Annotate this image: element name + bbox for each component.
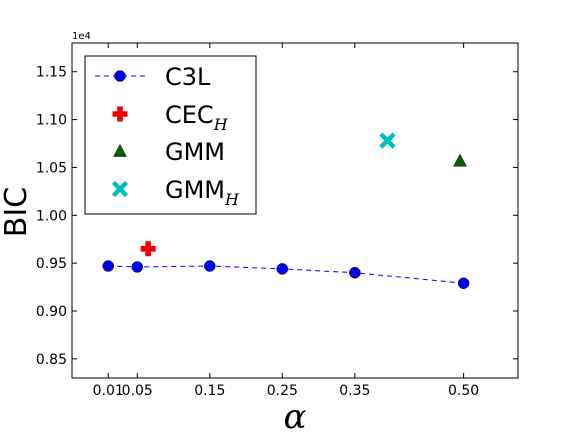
legend-box bbox=[84, 55, 257, 215]
legend-marker bbox=[114, 70, 126, 82]
y-tick-label: 0.85 bbox=[36, 352, 67, 368]
data-point bbox=[457, 277, 470, 289]
y-tick-label: 1.00 bbox=[36, 208, 67, 224]
data-point bbox=[131, 261, 144, 273]
x-tick-label: 0.25 bbox=[267, 383, 298, 399]
series-line bbox=[108, 265, 464, 284]
legend-marker bbox=[111, 180, 129, 198]
legend-marker bbox=[113, 143, 127, 157]
x-tick-label: 0.50 bbox=[448, 383, 479, 399]
data-point bbox=[349, 266, 361, 279]
y-tick-label: 1.05 bbox=[36, 160, 67, 176]
data-point bbox=[379, 132, 396, 149]
x-tick-label: 0.35 bbox=[339, 383, 370, 399]
series-0 bbox=[102, 260, 470, 289]
x-tick-label: 0.15 bbox=[194, 383, 225, 399]
legend-entry: C3L bbox=[95, 63, 211, 91]
legend-marker bbox=[112, 106, 128, 122]
data-point bbox=[453, 153, 467, 167]
legend-label: C3L bbox=[165, 63, 211, 91]
series-1 bbox=[140, 241, 156, 257]
y-tick-label: 1.15 bbox=[36, 65, 67, 81]
data-point bbox=[102, 260, 115, 272]
axis-ticks: 0.010.05 0.15 0.25 0.35 0.50 0.85 0.90 0.95 1.00… bbox=[36, 43, 518, 399]
x-tick-label: 0.05 bbox=[122, 383, 153, 399]
y-offset-label: 1e4 bbox=[72, 31, 91, 42]
data-point bbox=[204, 260, 216, 272]
plot-frame bbox=[71, 42, 519, 379]
y-tick-label: 0.90 bbox=[36, 304, 67, 320]
legend-label-subscript: H bbox=[213, 115, 229, 134]
legend-label-subscript: H bbox=[224, 190, 240, 209]
x-tick-label: 0.01 bbox=[93, 383, 124, 399]
data-point bbox=[140, 241, 156, 257]
data-point bbox=[276, 263, 289, 275]
legend-label: GMM bbox=[165, 138, 225, 166]
legend-entry: GMM bbox=[113, 138, 225, 166]
series-3 bbox=[379, 132, 396, 149]
series-2 bbox=[453, 153, 467, 167]
y-tick-label: 1.10 bbox=[36, 113, 67, 129]
x-axis-label: α bbox=[284, 397, 307, 432]
y-tick-label: 0.95 bbox=[36, 256, 67, 272]
data-series bbox=[102, 132, 470, 289]
y-axis-label: BIC bbox=[0, 187, 34, 237]
